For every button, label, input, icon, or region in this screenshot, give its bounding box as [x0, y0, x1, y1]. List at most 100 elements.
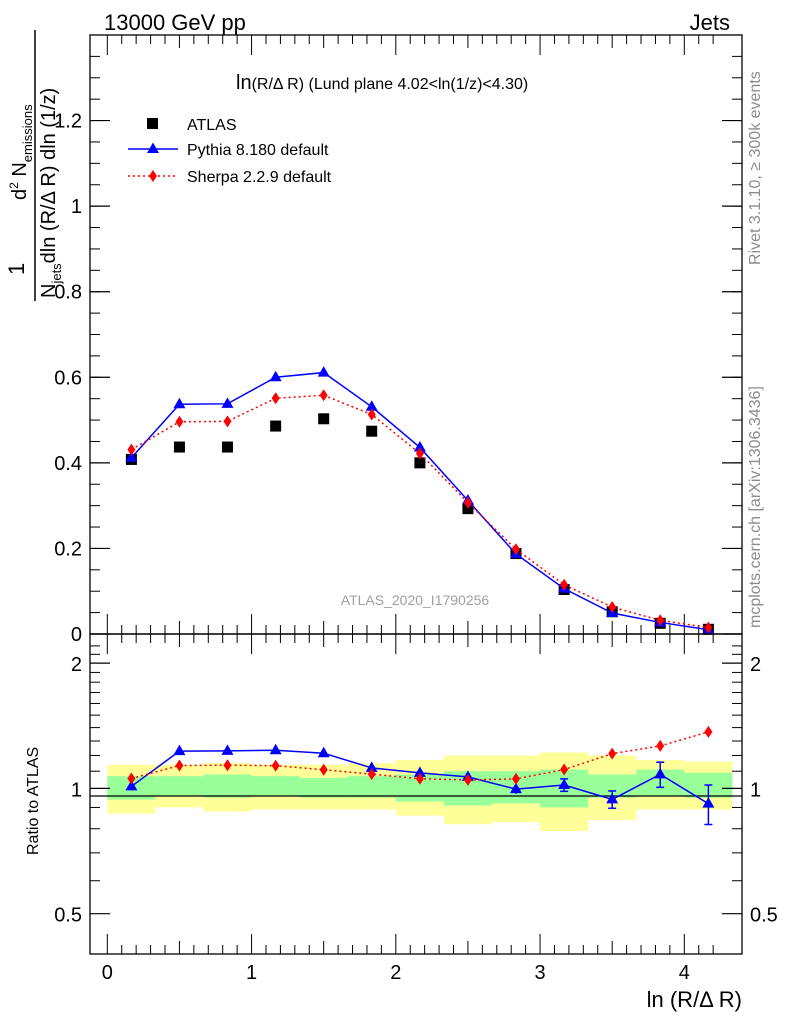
ratio-point-0: [558, 778, 571, 790]
ratio-point-0: [317, 746, 330, 758]
main-point-2: [463, 496, 472, 509]
main-point-0: [366, 425, 378, 437]
panel-title: ln(R/Δ R) (Lund plane 4.02<ln(1/z)<4.30): [236, 72, 528, 94]
ratio-point-1: [511, 772, 520, 785]
ratio-uncertainty-bands: [107, 752, 733, 832]
main-ytick-label: 0.6: [54, 367, 82, 389]
ratio-ticks: 0.5 0.5 1 1 2 2 0 1 2 3 4: [54, 634, 778, 984]
main-point-2: [608, 601, 617, 614]
main-point-2: [704, 621, 713, 634]
mcplots-label: mcplots.cern.ch [arXiv:1306.3436]: [747, 386, 764, 628]
main-ytick-label: 1: [71, 196, 82, 218]
ylabel-numerator: d2 Nemissions: [7, 104, 35, 200]
ratio-point-1: [608, 747, 617, 760]
ratio-ytick-label: 1: [71, 779, 82, 801]
ratio-point-1: [656, 739, 665, 752]
main-point-2: [223, 415, 232, 428]
ratio-xtick-label: 2: [390, 962, 401, 984]
ratio-xtick-label: 1: [246, 962, 257, 984]
main-point-2: [560, 578, 569, 591]
ratio-series-layer: [125, 725, 715, 826]
analysis-watermark: ATLAS_2020_I1790256: [341, 592, 490, 608]
ratio-frame: [89, 633, 743, 955]
ratio-band-inner: [155, 776, 204, 796]
ylabel-den-n: N: [38, 284, 60, 298]
ylabel-num-sub: emissions: [20, 104, 35, 162]
ratio-point-0: [509, 782, 522, 794]
ratio-ytick-label-right: 1: [750, 779, 761, 801]
legend-label-pythia: Pythia 8.180 default: [187, 142, 329, 159]
main-ytick-label: 0.2: [54, 538, 82, 560]
main-point-2: [415, 447, 424, 460]
ratio-point-0: [702, 797, 715, 808]
ratio-point-1: [367, 768, 376, 781]
legend-label-sherpa: Sherpa 2.2.9 default: [187, 169, 332, 186]
main-ytick-label: 0: [71, 624, 82, 646]
header-observable: Jets: [690, 10, 730, 35]
panel-title-ln: ln: [236, 72, 252, 94]
ratio-xlabel: ln (R/Δ R): [647, 987, 742, 1012]
main-point-2: [271, 392, 280, 405]
ratio-band-inner: [251, 776, 300, 796]
main-point-0: [270, 420, 282, 432]
header-energy: 13000 GeV pp: [104, 10, 246, 35]
main-point-1: [317, 366, 330, 377]
main-point-0: [173, 441, 185, 453]
main-ytick-label: 1.2: [54, 111, 82, 133]
rivet-version-label: Rivet 3.1.10, ≥ 300k events: [747, 71, 764, 265]
ylabel-num-sup: 2: [7, 182, 21, 189]
main-ylabel: 1 d2 Nemissions Njetsdln (R/Δ R) dln (1/…: [4, 30, 64, 301]
ylabel-den-rest: dln (R/Δ R) dln (1/z): [38, 88, 60, 264]
ylabel-num-n: N: [9, 162, 31, 182]
main-point-1: [221, 397, 234, 408]
ratio-point-0: [365, 761, 378, 772]
ratio-point-0: [173, 744, 186, 756]
main-point-1: [413, 440, 426, 452]
ratio-point-1: [415, 772, 424, 785]
main-point-1: [365, 400, 378, 411]
ratio-ytick-label-right: 0.5: [750, 905, 778, 927]
ratio-band-inner: [203, 774, 252, 798]
ratio-band-inner: [588, 774, 637, 798]
ratio-point-1: [319, 763, 328, 776]
ratio-ytick-label: 0.5: [54, 905, 82, 927]
main-point-2: [367, 408, 376, 421]
main-point-2: [175, 415, 184, 428]
main-point-0: [414, 457, 426, 469]
ratio-ytick-label: 2: [71, 654, 82, 676]
main-ytick-label: 0.4: [54, 453, 82, 475]
legend: ATLAS Pythia 8.180 default Sherpa 2.2.9 …: [128, 117, 332, 186]
legend-marker-sherpa: [149, 170, 157, 182]
ratio-point-1: [127, 772, 136, 785]
legend-marker-atlas: [147, 118, 158, 129]
main-point-0: [221, 441, 233, 453]
ratio-xtick-label: 3: [534, 962, 545, 984]
ylabel-denominator: Njetsdln (R/Δ R) dln (1/z): [38, 88, 64, 298]
ratio-point-1: [560, 763, 569, 776]
main-point-1: [125, 451, 138, 462]
main-point-2: [656, 614, 665, 627]
main-series-layer: [125, 366, 715, 635]
main-point-1: [173, 397, 186, 409]
ratio-point-0: [269, 743, 282, 755]
ratio-ytick-label-right: 2: [750, 654, 761, 676]
ratio-point-1: [463, 773, 472, 786]
main-point-0: [318, 413, 330, 425]
ylabel-one: 1: [4, 263, 29, 275]
ratio-xtick-label: 0: [102, 962, 113, 984]
main-point-2: [511, 543, 520, 556]
ratio-band-inner: [347, 776, 396, 798]
ratio-point-0: [125, 779, 138, 791]
main-ytick-label: 0.8: [54, 282, 82, 304]
ylabel-den-sub: jets: [49, 263, 64, 285]
ratio-xtick-label: 4: [679, 962, 690, 984]
main-panel: 0 0.2 0.4 0.6 0.8 1 1.2 ln(R/Δ R) (Lund plane …: [4, 30, 743, 646]
legend-marker-pythia: [147, 142, 159, 153]
ratio-panel: 0.5 0.5 1 1 2 2 0 1 2 3 4 Ratio to ATLAS ln (R/Δ R…: [25, 633, 778, 1012]
main-ticks: 0 0.2 0.4 0.6 0.8 1 1.2: [54, 34, 742, 646]
ratio-point-1: [271, 759, 280, 772]
ratio-point-1: [175, 759, 184, 772]
ratio-point-0: [413, 766, 426, 777]
panel-title-rest: (Lund plane 4.02<ln(1/z)<4.30): [304, 76, 528, 93]
